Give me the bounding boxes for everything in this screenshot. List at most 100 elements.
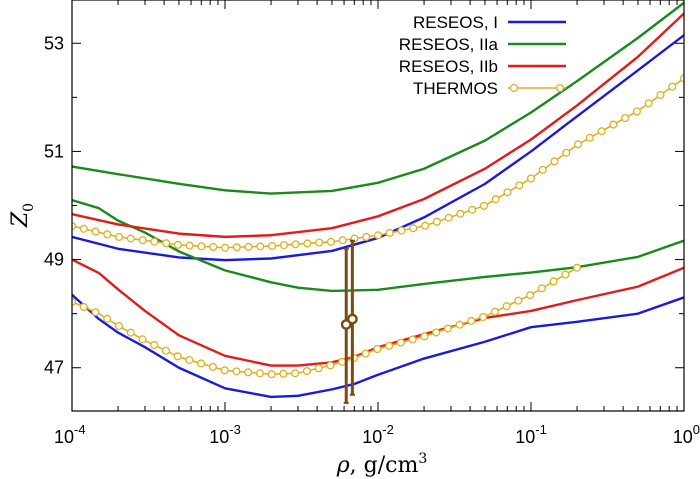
data-point-thermos — [279, 369, 288, 378]
data-point-thermos — [549, 277, 558, 286]
error-bar-2 — [346, 239, 358, 396]
data-point-thermos — [244, 242, 253, 251]
data-point-thermos — [609, 120, 618, 129]
data-point-thermos — [421, 221, 430, 230]
data-point-thermos — [432, 328, 441, 337]
data-point-thermos — [150, 237, 159, 246]
data-point-thermos — [114, 322, 124, 331]
data-point-thermos — [315, 238, 324, 247]
data-point-thermos — [279, 241, 288, 250]
data-point-thermos — [291, 240, 300, 249]
data-point-thermos — [91, 227, 100, 236]
data-point-thermos — [444, 213, 453, 222]
legend-marker — [555, 83, 565, 93]
series-line-reseos-iia-branch-1 — [72, 1, 684, 195]
x-axis-unit-exponent: 3 — [418, 451, 427, 467]
data-point-thermos — [79, 302, 88, 312]
data-point-thermos — [209, 242, 218, 252]
y-tick-label: 49 — [44, 250, 64, 270]
legend-entry-reseos-i: RESEOS, I — [413, 13, 566, 32]
data-point-thermos — [197, 242, 206, 251]
legend-label: RESEOS, IIa — [399, 35, 499, 54]
data-point-thermos — [597, 127, 606, 136]
data-point-thermos — [490, 307, 499, 316]
data-point-thermos — [185, 355, 194, 365]
data-point-thermos — [150, 341, 159, 350]
data-point-thermos — [220, 366, 229, 375]
data-point-thermos — [103, 314, 112, 323]
data-point-thermos — [173, 352, 182, 361]
svg-text:Z0: Z0 — [8, 203, 37, 228]
data-point-thermos — [314, 364, 323, 373]
data-point-thermos — [361, 349, 370, 358]
x-axis-symbol: ρ — [336, 453, 350, 478]
data-point-thermos — [373, 231, 383, 240]
x-tick-label: 10-3 — [209, 422, 241, 447]
data-point-thermos — [644, 99, 653, 108]
legend-entry-thermos: THERMOS — [413, 79, 566, 98]
data-point-thermos — [256, 242, 265, 251]
error-bar-1 — [340, 247, 352, 404]
y-axis-title: Z0 — [8, 203, 37, 228]
data-point-thermos — [291, 369, 300, 378]
data-point-thermos — [409, 224, 418, 233]
data-point-thermos — [302, 366, 311, 376]
y-tick-label: 47 — [44, 358, 64, 378]
data-point-thermos — [432, 217, 441, 226]
data-point-thermos — [138, 236, 147, 245]
data-point-thermos — [632, 107, 641, 116]
x-tick-label: 100 — [673, 422, 700, 447]
data-point-thermos — [72, 297, 77, 306]
data-point-thermos — [573, 263, 582, 272]
data-point-thermos — [585, 133, 594, 142]
data-point-thermos — [362, 232, 371, 241]
data-point-thermos — [502, 302, 511, 311]
series-layer — [72, 1, 684, 399]
data-point-thermos — [396, 338, 405, 347]
legend-entry-reseos-iib: RESEOS, IIb — [399, 57, 566, 76]
data-point-thermos — [537, 284, 546, 293]
data-point-thermos — [255, 369, 264, 378]
data-point-thermos — [232, 243, 241, 252]
data-point-thermos — [268, 241, 277, 251]
data-point-thermos — [326, 237, 335, 246]
x-tick-label: 10-4 — [54, 422, 86, 447]
data-point-thermos — [338, 357, 347, 366]
data-point-thermos — [185, 241, 194, 250]
data-point-thermos — [161, 346, 171, 355]
data-point-thermos — [173, 240, 182, 249]
series-line-reseos-i-branch-2 — [72, 293, 684, 399]
data-point-thermos — [126, 234, 135, 243]
data-point-thermos — [455, 320, 464, 329]
data-point-thermos — [115, 232, 124, 242]
data-point-thermos — [456, 209, 465, 218]
data-point-thermos — [467, 316, 476, 325]
data-point-thermos — [303, 239, 312, 248]
data-point-thermos — [574, 140, 583, 149]
x-axis-unit: , g/cm — [350, 453, 419, 478]
data-point-thermos — [338, 236, 347, 245]
legend-label: RESEOS, IIb — [399, 57, 498, 76]
data-point-thermos — [479, 201, 488, 210]
data-point-thermos — [162, 239, 171, 248]
data-point-thermos — [526, 174, 536, 183]
legend-entry-reseos-iia: RESEOS, IIa — [399, 35, 566, 54]
data-point-thermos — [326, 361, 335, 370]
data-point-thermos — [79, 224, 88, 233]
x-axis-title: ρ, g/cm3 — [336, 451, 428, 478]
data-point-thermos — [443, 324, 452, 333]
y-tick-label: 53 — [44, 33, 64, 53]
data-point-thermos — [526, 291, 535, 300]
x-tick-label: 10-2 — [362, 422, 394, 447]
data-point-thermos — [244, 368, 253, 377]
y-axis-subscript: 0 — [21, 203, 37, 212]
y-axis-symbol: Z — [8, 211, 33, 228]
y-tick-label: 51 — [44, 141, 64, 161]
data-point-thermos — [514, 296, 523, 305]
data-point-thermos — [538, 165, 547, 174]
legend: RESEOS, I RESEOS, IIa RESEOS, IIb THERMOS — [399, 13, 566, 98]
error-bar-layer — [340, 239, 358, 404]
data-point-thermos — [561, 270, 570, 279]
